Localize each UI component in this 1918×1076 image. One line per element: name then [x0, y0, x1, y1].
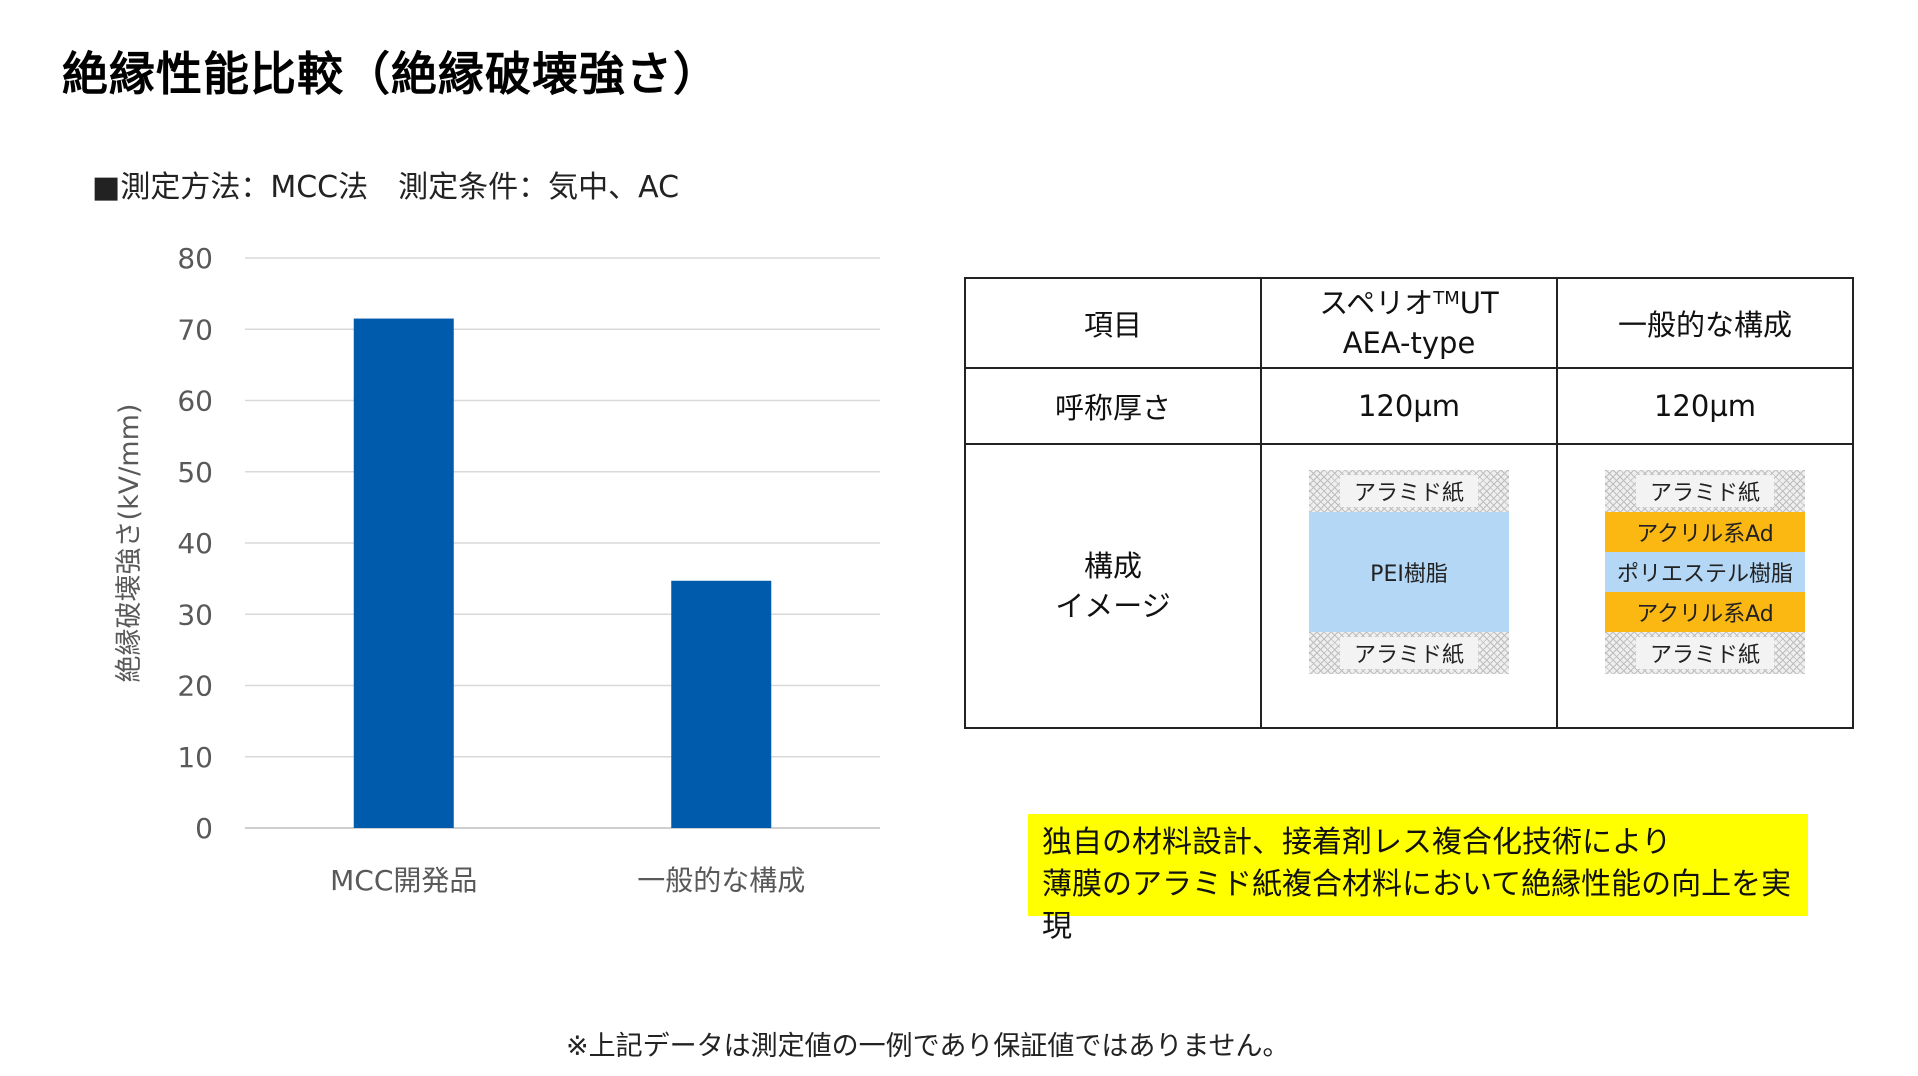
y-tick-label: 0: [195, 812, 213, 845]
bar: [671, 580, 772, 828]
layer-acrylic-adhesive-upper: アクリル系Ad: [1605, 512, 1805, 552]
chart-bars: [353, 318, 772, 828]
header-superio: スペリオTMUT AEA-type: [1260, 277, 1558, 369]
bar-chart-svg: 0 10 20 30 40 50 60 70 80 MCC開発品 一般的な構成 絶縁破壊強さ(kV…: [114, 242, 880, 897]
layer-aramid-top: アラミド紙: [1309, 470, 1509, 512]
y-tick-label: 50: [177, 456, 213, 489]
layer-acrylic-adhesive-lower: アクリル系Ad: [1605, 592, 1805, 632]
bar: [353, 318, 454, 828]
layer-aramid-bottom: アラミド紙: [1605, 632, 1805, 674]
layer-stack-superio: アラミド紙 PEI樹脂 アラミド紙: [1309, 470, 1509, 674]
thickness-row: 呼称厚さ 120µm 120µm: [964, 367, 1854, 445]
highlight-line-1: 独自の材料設計、接着剤レス複合化技術により: [1042, 825, 1672, 860]
thickness-superio: 120µm: [1260, 367, 1558, 445]
measurement-conditions: ■測定方法：MCC法 測定条件：気中、AC: [92, 170, 680, 205]
y-tick-label: 30: [177, 598, 213, 631]
thickness-label: 呼称厚さ: [964, 367, 1262, 445]
structure-label-line2: イメージ: [1055, 589, 1171, 623]
structure-label-line1: 構成: [1083, 549, 1142, 583]
footnote: ※上記データは測定値の一例であり保証値ではありません。: [566, 1031, 1290, 1062]
layer-aramid-top: アラミド紙: [1605, 470, 1805, 512]
x-tick-label: 一般的な構成: [637, 864, 805, 897]
header-item: 項目: [964, 277, 1262, 369]
header-superio-suffix: UT: [1459, 286, 1499, 320]
y-axis-label: 絶縁破壊強さ(kV/mm): [114, 404, 145, 683]
highlight-callout: 独自の材料設計、接着剤レス複合化技術により 薄膜のアラミド紙複合材料において絶縁…: [1028, 814, 1808, 944]
layer-aramid-bottom: アラミド紙: [1309, 632, 1509, 674]
header-superio-type: AEA-type: [1342, 326, 1476, 360]
table-header-row: 項目 スペリオTMUT AEA-type 一般的な構成: [964, 277, 1854, 369]
structure-superio: アラミド紙 PEI樹脂 アラミド紙: [1260, 443, 1558, 729]
structure-row: 構成 イメージ アラミド紙 PEI樹脂 アラミド紙 アラミド紙 アクリル系Ad …: [964, 443, 1854, 729]
y-tick-label: 20: [177, 670, 213, 703]
x-tick-labels: MCC開発品 一般的な構成: [330, 864, 805, 897]
chart-gridlines: [245, 257, 880, 829]
structure-label: 構成 イメージ: [964, 443, 1262, 729]
highlight-line-2: 薄膜のアラミド紙複合材料において絶縁性能の向上を実現: [1042, 867, 1792, 944]
header-general: 一般的な構成: [1556, 277, 1854, 369]
bar-chart: 0 10 20 30 40 50 60 70 80 MCC開発品 一般的な構成 絶縁破壊強さ(kV…: [110, 230, 900, 930]
y-tick-labels: 0 10 20 30 40 50 60 70 80: [177, 242, 213, 845]
header-superio-name: スペリオ: [1319, 286, 1434, 320]
y-tick-label: 80: [177, 242, 213, 275]
page-title: 絶縁性能比較（絶縁破壊強さ）: [62, 47, 720, 101]
thickness-general: 120µm: [1556, 367, 1854, 445]
x-tick-label: MCC開発品: [330, 864, 477, 897]
structure-general: アラミド紙 アクリル系Ad ポリエステル樹脂 アクリル系Ad アラミド紙: [1556, 443, 1854, 729]
y-tick-label: 40: [177, 527, 213, 560]
y-tick-label: 10: [177, 741, 213, 774]
layer-polyester-resin: ポリエステル樹脂: [1605, 552, 1805, 592]
y-tick-label: 60: [177, 385, 213, 418]
layer-pei-resin: PEI樹脂: [1309, 512, 1509, 632]
comparison-table: 項目 スペリオTMUT AEA-type 一般的な構成 呼称厚さ 120µm 1…: [964, 277, 1854, 729]
layer-stack-general: アラミド紙 アクリル系Ad ポリエステル樹脂 アクリル系Ad アラミド紙: [1605, 470, 1805, 674]
y-tick-label: 70: [177, 313, 213, 346]
trademark-mark: TM: [1433, 288, 1460, 309]
